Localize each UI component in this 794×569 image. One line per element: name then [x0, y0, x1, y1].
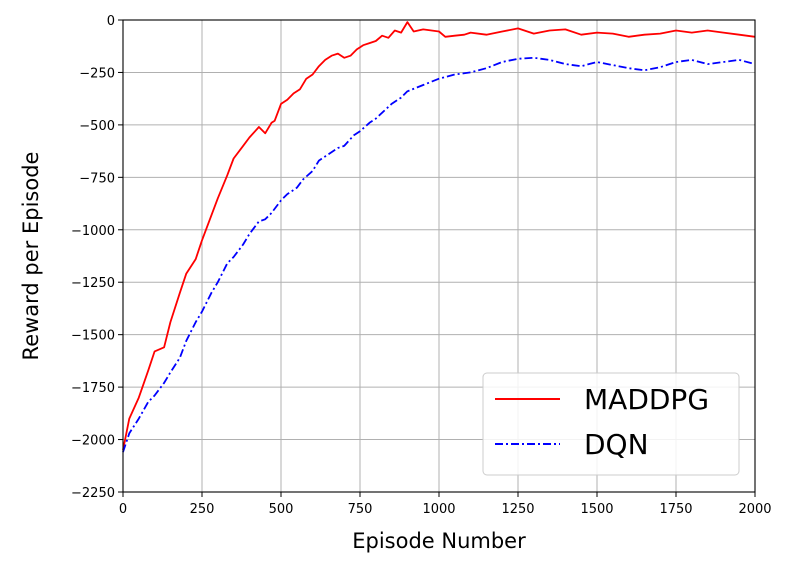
y-tick-label: −1000 — [71, 224, 115, 239]
x-tick-label: 0 — [119, 502, 127, 517]
y-axis-label: Reward per Episode — [19, 152, 43, 361]
series-line-maddpg — [122, 21, 756, 451]
y-tick-label: −2250 — [71, 486, 115, 501]
y-tick-label: −1500 — [71, 329, 115, 344]
ticks: 0 250 500 750 1000 1250 1500 1750 2000 0 −250 −500 −… — [71, 14, 772, 517]
x-tick-label: 1000 — [422, 502, 455, 517]
x-tick-label: 500 — [269, 502, 294, 517]
y-tick-label: −500 — [79, 119, 115, 134]
legend-label-dqn: DQN — [584, 428, 649, 461]
x-axis-label: Episode Number — [352, 529, 526, 553]
series-line-dqn — [122, 56, 756, 453]
legend: MADDPG DQN — [482, 372, 740, 476]
legend-label-maddpg: MADDPG — [584, 383, 709, 416]
y-tick-label: 0 — [107, 14, 115, 29]
x-tick-label: 750 — [348, 502, 373, 517]
y-tick-label: −250 — [79, 66, 115, 81]
x-tick-label: 1750 — [659, 502, 692, 517]
x-tick-label: 2000 — [738, 502, 771, 517]
y-tick-label: −1250 — [71, 276, 115, 291]
y-tick-label: −1750 — [71, 381, 115, 396]
x-tick-label: 1250 — [501, 502, 534, 517]
grid — [122, 19, 756, 493]
series-layer — [122, 21, 756, 453]
x-tick-label: 250 — [190, 502, 215, 517]
x-tick-label: 1500 — [580, 502, 613, 517]
y-tick-label: −2000 — [71, 434, 115, 449]
y-tick-label: −750 — [79, 171, 115, 186]
